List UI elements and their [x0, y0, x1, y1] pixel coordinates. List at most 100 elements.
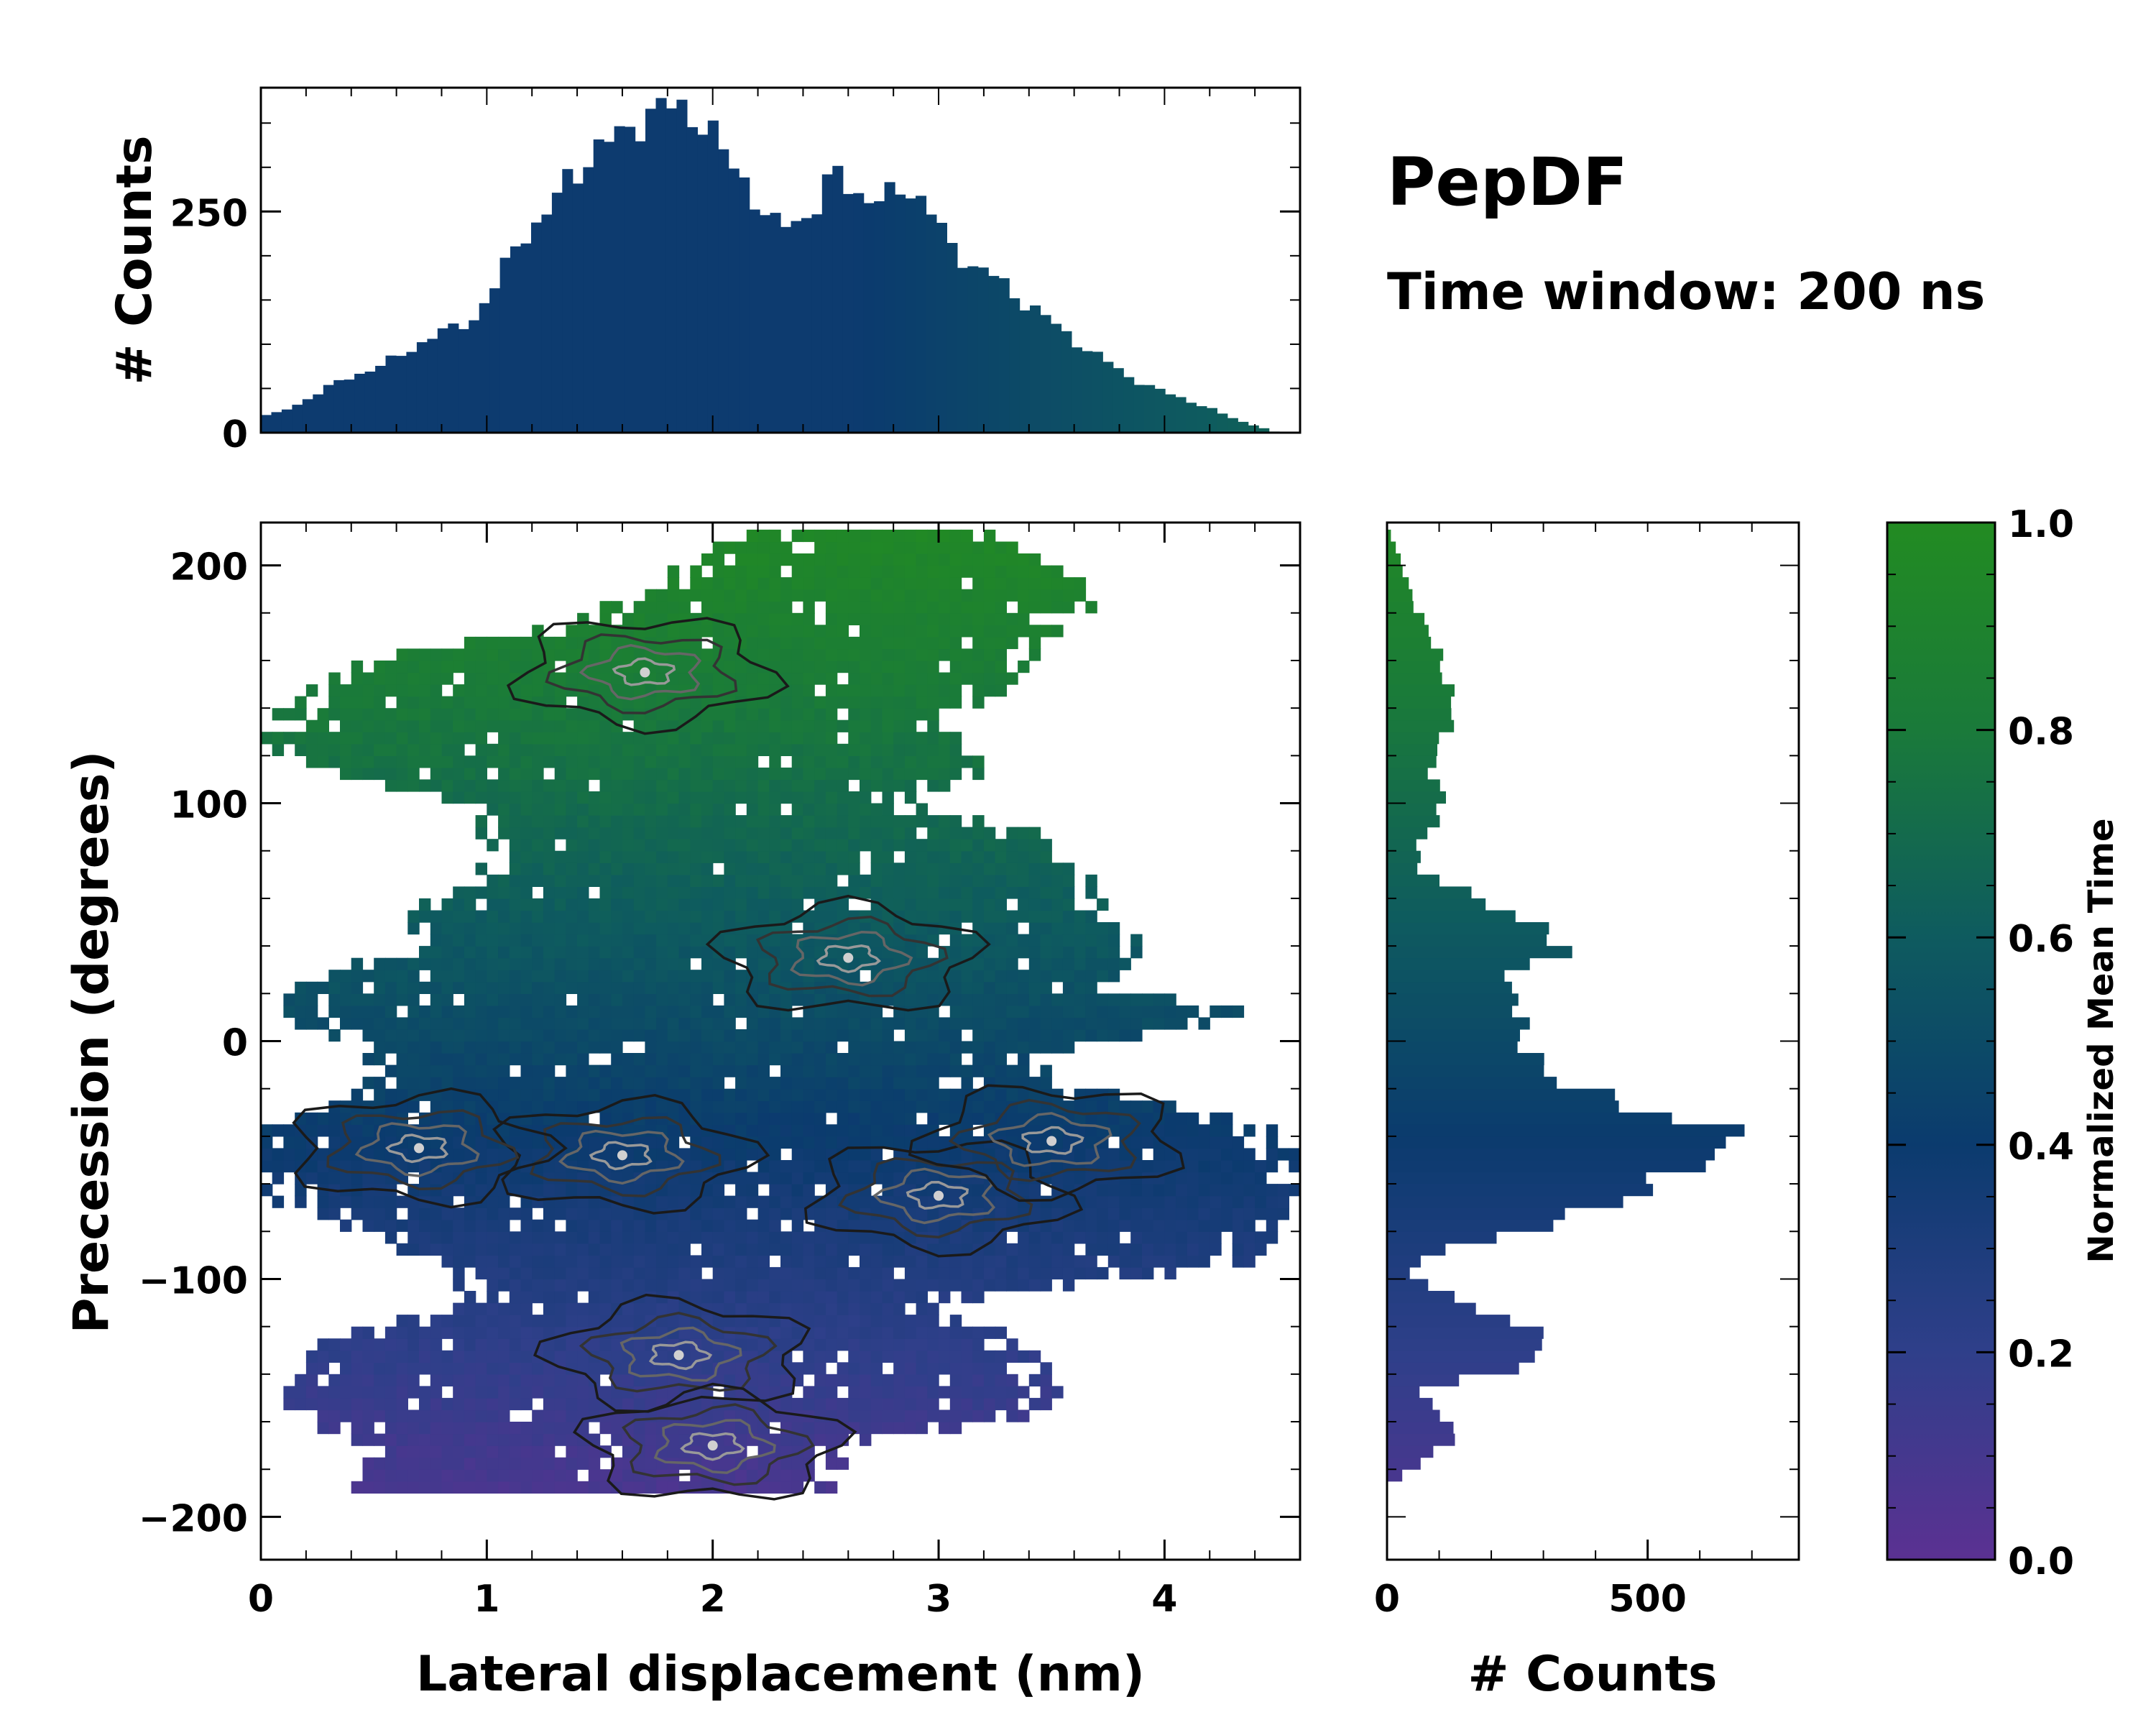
heatmap-cell [633, 1255, 646, 1268]
heatmap-cell [814, 815, 826, 828]
heatmap-cell [690, 743, 702, 756]
heatmap-cell [814, 661, 826, 673]
heatmap-cell [848, 1338, 860, 1351]
heatmap-cell [464, 922, 476, 935]
heatmap-cell [972, 1350, 985, 1363]
heatmap-cell [724, 1208, 736, 1220]
heatmap-cell [667, 732, 680, 745]
heatmap-cell [904, 1160, 917, 1173]
heatmap-cell [972, 827, 985, 840]
heatmap-cell [1062, 993, 1075, 1006]
heatmap-cell [374, 1481, 386, 1494]
heatmap-cell [1074, 1148, 1087, 1161]
heatmap-cell [701, 625, 714, 638]
heatmap-cell [860, 1291, 872, 1304]
heatmap-cell [1243, 1231, 1256, 1244]
heatmap-cell [1255, 1208, 1267, 1220]
heatmap-cell [362, 755, 374, 768]
heatmap-cell [757, 898, 770, 911]
top-hist-bar [1258, 428, 1270, 433]
heatmap-cell [509, 1077, 522, 1090]
heatmap-cell [904, 1077, 917, 1090]
heatmap-cell [498, 886, 510, 899]
heatmap-cell [667, 874, 680, 887]
heatmap-cell [487, 1386, 499, 1399]
heatmap-cell [667, 946, 680, 959]
heatmap-cell [295, 1374, 307, 1386]
heatmap-cell [949, 589, 962, 602]
heatmap-cell [1130, 934, 1143, 947]
heatmap-cell [712, 910, 725, 923]
heatmap-cell [1243, 1243, 1256, 1256]
heatmap-cell [351, 1433, 364, 1446]
heatmap-cell [667, 1409, 680, 1422]
heatmap-cell [746, 1100, 759, 1113]
heatmap-cell [860, 565, 872, 578]
heatmap-cell [735, 1148, 747, 1161]
heatmap-cell [520, 1397, 533, 1411]
heatmap-cell [384, 1208, 397, 1220]
heatmap-cell [757, 791, 770, 804]
heatmap-cell [791, 1291, 804, 1304]
heatmap-cell [983, 922, 996, 935]
plot-subtitle: Time window: 200 ns [1387, 262, 1985, 321]
heatmap-cell [498, 684, 510, 697]
heatmap-cell [904, 1409, 917, 1422]
heatmap-cell [712, 601, 725, 614]
heatmap-cell [769, 862, 781, 875]
top-hist-bar [1082, 351, 1093, 433]
heatmap-cell [848, 993, 860, 1006]
heatmap-cell [1006, 612, 1018, 625]
heatmap-cell [543, 1302, 556, 1315]
heatmap-cell [791, 1481, 804, 1494]
heatmap-cell [543, 1017, 556, 1030]
heatmap-cell [667, 898, 680, 911]
heatmap-cell [599, 1291, 612, 1304]
contour-line [619, 1326, 742, 1382]
heatmap-cell [893, 1172, 906, 1184]
heatmap-cell [803, 1041, 815, 1054]
heatmap-cell [1097, 1017, 1109, 1030]
heatmap-cell [724, 1302, 736, 1315]
heatmap-cell [520, 910, 533, 923]
heatmap-cell [509, 779, 522, 792]
heatmap-cell [520, 767, 533, 781]
heatmap-cell [566, 886, 578, 899]
heatmap-cell [464, 1064, 476, 1077]
heatmap-cell [577, 839, 589, 852]
heatmap-cell [566, 946, 578, 959]
heatmap-cell [441, 708, 453, 721]
heatmap-cell [791, 529, 804, 543]
heatmap-cell [1006, 1279, 1018, 1292]
heatmap-cell [1006, 1148, 1018, 1161]
heatmap-cell [678, 1219, 691, 1232]
heatmap-cell [904, 1338, 917, 1351]
heatmap-cell [746, 1029, 759, 1042]
contour-line [987, 1112, 1112, 1167]
heatmap-cell [543, 1409, 556, 1422]
heatmap-cell [927, 732, 939, 745]
heatmap-cell [735, 612, 747, 625]
heatmap-cell [622, 1243, 635, 1256]
heatmap-cell [678, 1315, 691, 1328]
heatmap-cell [351, 957, 364, 970]
heatmap-cell [667, 1195, 680, 1208]
heatmap-cell [374, 1148, 386, 1161]
heatmap-cell [803, 743, 815, 756]
heatmap-cell [430, 672, 443, 685]
heatmap-cell [837, 839, 849, 852]
heatmap-cell [498, 755, 510, 768]
heatmap-cell [983, 827, 996, 840]
heatmap-cell [780, 1433, 793, 1446]
heatmap-cell [1198, 1243, 1210, 1256]
heatmap-cell [724, 708, 736, 721]
heatmap-cell [1018, 1409, 1030, 1422]
heatmap-cell [599, 612, 612, 625]
heatmap-cell [430, 1064, 443, 1077]
heatmap-cell [487, 957, 499, 970]
top-hist-bar [760, 215, 771, 433]
heatmap-cell [588, 898, 601, 911]
heatmap-cell [746, 934, 759, 947]
heatmap-cell [1243, 1255, 1256, 1268]
